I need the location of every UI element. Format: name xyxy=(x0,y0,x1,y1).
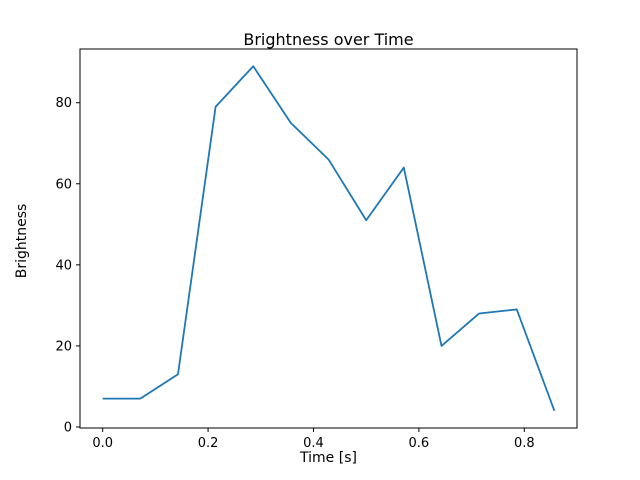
data-series-line xyxy=(102,65,556,412)
y-tick-label: 80 xyxy=(55,96,72,111)
x-tick-label: 0.4 xyxy=(303,436,324,451)
x-axis-label: Time [s] xyxy=(300,450,357,466)
x-tick-label: 0.0 xyxy=(92,436,113,451)
x-tick-label: 0.6 xyxy=(409,436,430,451)
x-tick-label: 0.2 xyxy=(198,436,219,451)
x-tick-label: 0.8 xyxy=(514,436,535,451)
axes-spines xyxy=(79,48,578,429)
chart-title: Brightness over Time xyxy=(243,30,414,49)
y-tick-label: 0 xyxy=(64,420,72,435)
y-tick-label: 40 xyxy=(55,258,72,273)
y-tick-label: 20 xyxy=(55,339,72,354)
y-tick-label: 60 xyxy=(55,177,72,192)
